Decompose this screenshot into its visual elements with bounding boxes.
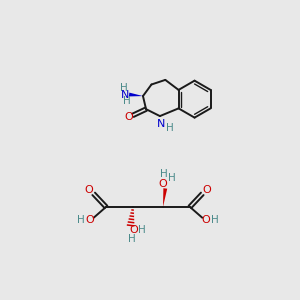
Text: N: N: [121, 89, 129, 100]
Text: O: O: [159, 179, 167, 189]
Text: H: H: [212, 215, 219, 225]
Text: H: H: [120, 83, 128, 93]
Text: N: N: [157, 119, 166, 129]
Text: H: H: [160, 169, 168, 179]
Text: O: O: [85, 185, 93, 195]
Text: H: H: [138, 225, 145, 235]
Text: O: O: [202, 215, 211, 225]
Text: H: H: [123, 96, 131, 106]
Text: H: H: [168, 173, 175, 183]
Text: H: H: [77, 215, 85, 225]
Text: H: H: [166, 123, 174, 134]
Text: H: H: [128, 233, 136, 244]
Text: O: O: [124, 112, 133, 122]
Text: O: O: [202, 185, 211, 195]
Text: O: O: [85, 215, 94, 225]
Polygon shape: [163, 188, 167, 207]
Text: O: O: [129, 225, 138, 235]
Polygon shape: [129, 93, 143, 96]
